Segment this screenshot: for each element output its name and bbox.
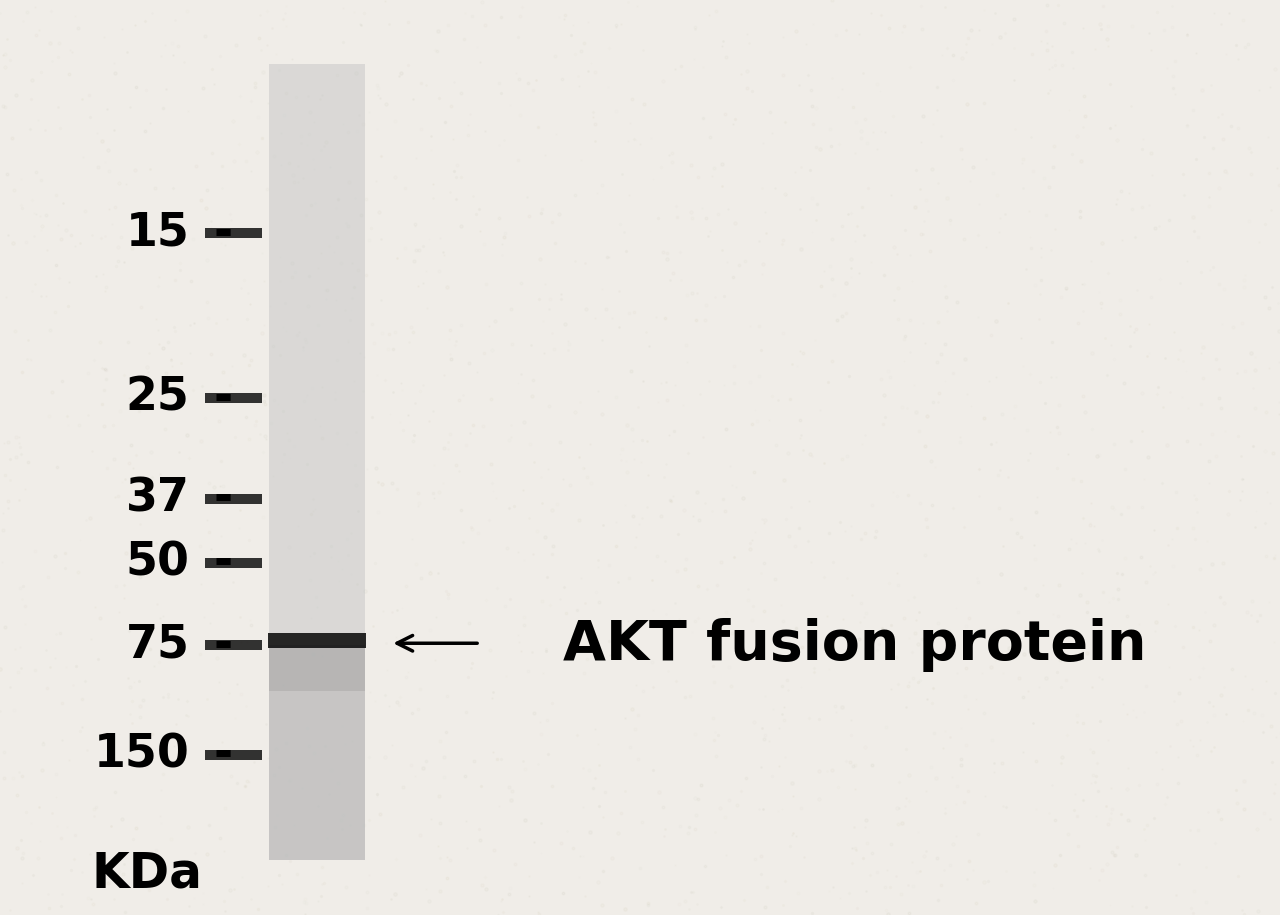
Bar <box>205 750 262 759</box>
Text: 37: 37 <box>125 476 189 522</box>
Text: -: - <box>198 210 233 256</box>
Text: -: - <box>198 732 233 778</box>
Text: AKT fusion protein: AKT fusion protein <box>563 618 1147 673</box>
Bar <box>269 64 365 860</box>
Bar <box>268 633 366 648</box>
Text: 15: 15 <box>125 210 189 256</box>
Bar <box>269 645 365 691</box>
Text: 75: 75 <box>125 622 189 668</box>
Text: KDa: KDa <box>92 850 202 898</box>
Bar <box>205 228 262 238</box>
Text: -: - <box>198 375 233 421</box>
Bar <box>205 640 262 650</box>
Bar <box>205 494 262 503</box>
Bar <box>269 645 365 860</box>
Bar <box>205 393 262 403</box>
Text: -: - <box>198 476 233 522</box>
Bar <box>205 557 262 567</box>
Text: 50: 50 <box>125 540 189 586</box>
Text: 150: 150 <box>93 732 189 778</box>
Text: -: - <box>198 622 233 668</box>
Text: -: - <box>198 540 233 586</box>
Text: 25: 25 <box>125 375 189 421</box>
